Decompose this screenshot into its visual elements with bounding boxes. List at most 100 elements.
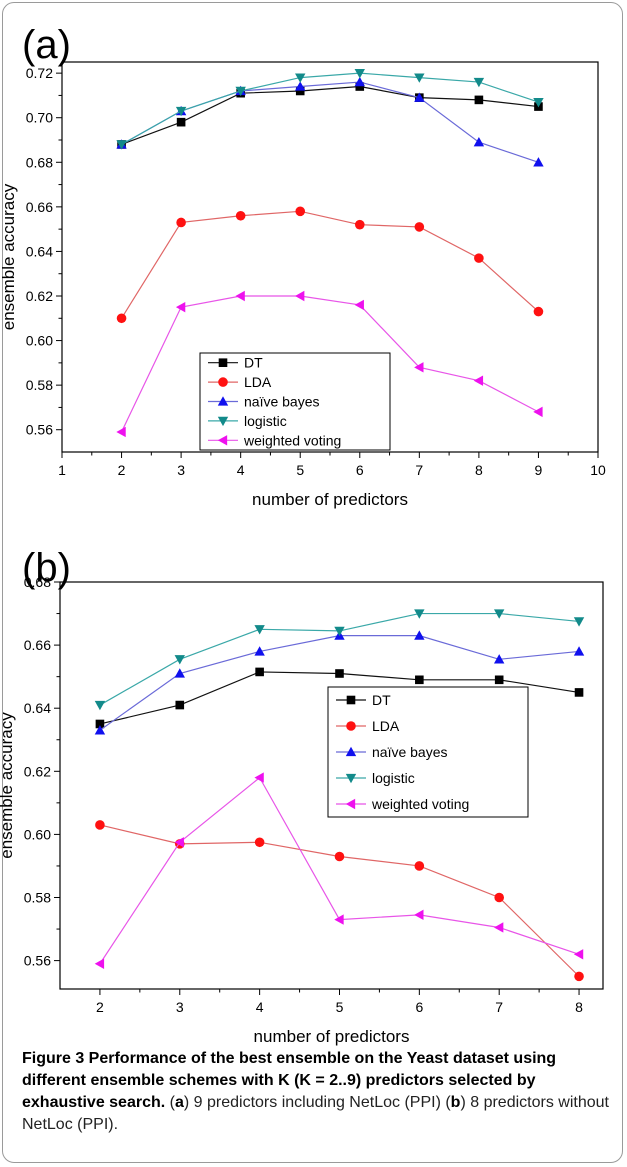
- chart-b-plot-area: [59, 581, 604, 990]
- figure-caption: Figure 3 Performance of the best ensembl…: [22, 1048, 612, 1136]
- chart-b-series-1: [95, 820, 584, 982]
- chart-a-data-point: [533, 97, 544, 108]
- caption-text-b: ) 8 predictors without NetLoc (PPI).: [22, 1094, 609, 1133]
- chart-a-data-point: [474, 95, 484, 105]
- chart-a-legend-label: DT: [244, 355, 263, 371]
- chart-b-legend-marker: [345, 798, 356, 810]
- chart-b-legend-label: weighted voting: [371, 796, 469, 812]
- chart-a-data-point: [295, 73, 306, 83]
- chart-a-legend-marker: [218, 377, 228, 387]
- chart-b-data-point: [493, 922, 504, 933]
- chart-b-data-point: [493, 654, 505, 664]
- chart-a-x-axis-title: number of predictors: [252, 490, 408, 509]
- caption-letter-a: a: [174, 1094, 184, 1111]
- chart-b-data-point: [95, 820, 105, 830]
- chart-b-data-point: [94, 700, 106, 711]
- chart-b-data-point: [94, 958, 105, 969]
- chart-b-legend-marker: [346, 695, 356, 705]
- chart-b-x-tick-label: 5: [336, 999, 344, 1015]
- chart-a-data-point: [235, 210, 246, 221]
- chart-a-x-tick-label: 7: [415, 462, 423, 478]
- chart-b-data-point: [174, 668, 185, 678]
- chart-b-y-axis-title: ensemble accuracy: [0, 712, 16, 859]
- chart-b-x-axis-title: number of predictors: [254, 1027, 410, 1046]
- chart-b-data-point: [334, 626, 345, 637]
- chart-b-y-tick-label: 0.56: [24, 953, 51, 969]
- chart-b-data-point: [334, 914, 344, 925]
- chart-a-series-line: [121, 72, 539, 145]
- chart-a-data-point: [175, 106, 187, 117]
- chart-a-series-line: [121, 210, 539, 319]
- chart-b-data-point: [493, 609, 505, 619]
- chart-b-data-point: [254, 646, 265, 656]
- chart-a-x-tick-label: 2: [118, 462, 126, 478]
- chart-a-data-point: [533, 406, 543, 418]
- chart-a-panel-label: (a): [22, 23, 71, 67]
- chart-a-data-point: [176, 217, 186, 228]
- chart-b-legend-label: DT: [372, 692, 391, 708]
- chart-a-legend-label: weighted voting: [243, 432, 341, 448]
- chart-a-y-tick-label: 0.58: [26, 377, 53, 393]
- chart-b-x-tick-label: 7: [495, 999, 503, 1015]
- chart-a-data-point: [176, 117, 186, 127]
- chart-b-data-point: [415, 675, 424, 685]
- chart-b-y-tick-label: 0.60: [24, 826, 51, 842]
- chart-a-x-tick-label: 5: [296, 462, 304, 478]
- chart-b-y-tick-label: 0.68: [24, 574, 51, 590]
- chart-b-legend-label: logistic: [372, 770, 415, 786]
- chart-a-data-point: [354, 299, 364, 311]
- caption-text-a: ) 9 predictors including NetLoc (PPI) (: [183, 1094, 451, 1111]
- chart-a-legend-label: logistic: [244, 413, 287, 429]
- chart-a-data-point: [354, 76, 365, 87]
- chart-a-data-point: [295, 81, 306, 91]
- chart-b: (b) 2 3 4 5 6 7 8 0.56 0.58 0.60 0.62 0.64 0.66 0.68 nu…: [0, 546, 604, 1046]
- chart-a-series-3: [116, 68, 544, 150]
- chart-b-series-3: [94, 609, 585, 711]
- chart-a-y-tick-label: 0.60: [26, 333, 53, 349]
- chart-a-data-point: [414, 362, 424, 373]
- chart-a-legend-marker: [217, 396, 229, 406]
- chart-b-data-point: [254, 772, 264, 783]
- chart-b-data-point: [573, 949, 584, 960]
- chart-a-data-point: [295, 86, 305, 96]
- chart-b-data-point: [574, 971, 584, 982]
- chart-b-x-tick-label: 8: [575, 999, 583, 1015]
- chart-b-series-line: [99, 824, 580, 977]
- chart-a-series-1: [116, 206, 544, 324]
- chart-a-data-point: [473, 137, 485, 147]
- chart-b-x-tick-label: 6: [415, 999, 423, 1015]
- chart-b-legend-marker: [345, 773, 357, 784]
- chart-a-x-tick-label: 1: [58, 462, 66, 478]
- chart-a-data-point: [354, 219, 365, 230]
- chart-a: (a) 1 2 3 4 5 6 7 8 9 10 0.56 0.58 0.60 0.62 0.64 0.66 0.…: [0, 23, 606, 509]
- chart-a-data-point: [414, 222, 425, 232]
- caption-title: Figure 3 Performance of the best ensembl…: [22, 1050, 557, 1111]
- chart-a-y-tick-label: 0.56: [26, 422, 53, 438]
- chart-b-data-point: [494, 892, 504, 903]
- chart-a-data-point: [474, 253, 484, 263]
- chart-a-x-tick-label: 9: [535, 462, 543, 478]
- chart-a-data-point: [235, 290, 245, 302]
- chart-a-data-point: [533, 306, 544, 317]
- chart-a-data-point: [473, 77, 485, 88]
- chart-a-series-line: [121, 85, 539, 146]
- chart-a-x-tick-label: 10: [590, 462, 606, 478]
- chart-a-series-4: [116, 290, 543, 438]
- chart-a-y-tick-label: 0.62: [26, 288, 53, 304]
- chart-a-data-point: [355, 82, 365, 91]
- chart-a-legend-label: naïve bayes: [244, 394, 320, 410]
- chart-a-data-point: [116, 426, 126, 438]
- chart-a-legend-marker: [218, 358, 228, 367]
- chart-b-data-point: [254, 625, 265, 635]
- chart-b-series-0: [95, 667, 584, 729]
- chart-b-x-tick-label: 4: [256, 999, 264, 1015]
- chart-b-y-tick-label: 0.64: [24, 700, 51, 716]
- chart-b-data-point: [334, 851, 345, 862]
- chart-a-y-tick-label: 0.66: [26, 199, 53, 215]
- chart-b-data-point: [335, 669, 344, 678]
- caption-open: (: [165, 1094, 175, 1111]
- chart-b-data-point: [414, 861, 425, 871]
- chart-b-x-tick-label: 3: [176, 999, 184, 1015]
- chart-b-legend-marker: [345, 746, 357, 757]
- chart-b-data-point: [574, 688, 584, 697]
